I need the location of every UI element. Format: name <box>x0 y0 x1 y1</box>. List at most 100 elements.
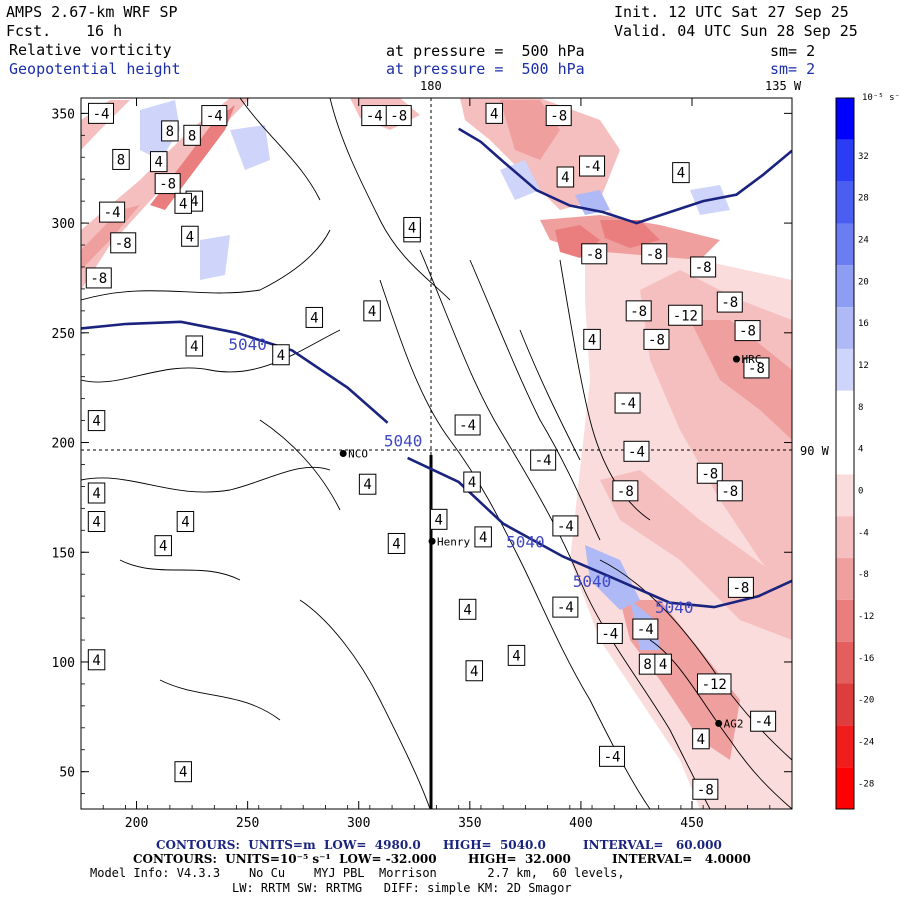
vorticity-label: -4 <box>750 710 777 732</box>
footer-height-high: HIGH= 5040.0 <box>443 838 546 852</box>
vorticity-label-box <box>641 243 668 265</box>
vorticity-label-box <box>305 306 324 328</box>
vorticity-label-text: 4 <box>490 106 498 122</box>
vorticity-label-box <box>643 328 670 350</box>
vorticity-label-text: -4 <box>755 714 772 730</box>
y-tick-label: 100 <box>52 656 75 671</box>
vorticity-label: -4 <box>614 392 641 414</box>
vorticity-label-box <box>734 320 761 342</box>
vorticity-label-box <box>727 576 754 598</box>
vorticity-label-text: 4 <box>190 194 198 210</box>
colorbar-swatch <box>836 641 854 684</box>
vorticity-label-box <box>530 449 557 471</box>
colorbar-tick-label: -28 <box>858 779 874 789</box>
vorticity-label-box <box>176 511 195 533</box>
vorticity-label-text: 4 <box>435 512 443 528</box>
vorticity-label-text: -4 <box>584 159 601 175</box>
vorticity-label-box <box>552 596 579 618</box>
colorbar-swatch <box>836 223 854 266</box>
vorticity-label: -8 <box>625 300 652 322</box>
vorticity-label: -8 <box>734 320 761 342</box>
vorticity-label-text: 4 <box>697 732 705 748</box>
vorticity-label-text: 4 <box>92 515 100 531</box>
vorticity-label: -4 <box>87 102 114 124</box>
vorticity-label: 4 <box>672 162 690 184</box>
vorticity-label: 4 <box>272 344 290 366</box>
vorticity-label-text: 4 <box>179 196 187 212</box>
vorticity-label-text: -4 <box>206 109 223 125</box>
colorbar-tick-label: -24 <box>858 737 874 747</box>
vorticity-smoothing: sm= 2 <box>770 42 816 60</box>
vorticity-label-text: 4 <box>677 166 685 182</box>
vorticity-label: -8 <box>641 243 668 265</box>
vorticity-label-box <box>112 148 130 170</box>
vorticity-label-box <box>692 778 719 800</box>
vorticity-contours <box>81 98 792 809</box>
vorticity-label-box <box>485 102 504 124</box>
colorbar-swatch <box>836 683 854 726</box>
footer-vorticity-high: HIGH= 32.000 <box>468 852 571 866</box>
y-tick-label: 50 <box>59 766 75 781</box>
vorticity-label: -8 <box>727 576 754 598</box>
vorticity-label: 4 <box>463 471 481 493</box>
forecast-label: Fcst. <box>6 22 52 40</box>
station-markers: NCO Henry HRC AG2 <box>339 353 761 730</box>
footer-model-info: Model Info: V4.3.3 No Cu MYJ PBL Morriso… <box>90 866 625 880</box>
geopotential-height-contours: 5040 5040 5040 5040 5040 <box>81 127 792 617</box>
vorticity-label: -8 <box>690 256 717 278</box>
vorticity-label: -12 <box>668 304 703 326</box>
vorticity-label-box <box>87 482 106 504</box>
colorbar-swatch <box>836 390 854 433</box>
vorticity-label-text: 4 <box>92 653 100 669</box>
height-contour-line <box>458 127 792 225</box>
height-contour-label: 5040 <box>655 598 694 617</box>
height-contour-line <box>407 456 792 609</box>
station-dot <box>715 719 723 727</box>
vorticity-label-box <box>272 344 290 366</box>
vorticity-label-box <box>387 532 406 554</box>
vorticity-label-box <box>403 216 421 238</box>
longitude-label-180: 180 <box>420 79 442 93</box>
station-name: NCO <box>348 448 368 461</box>
vorticity-label-box <box>623 440 650 462</box>
colorbar-swatch <box>836 474 854 517</box>
vorticity-label-text: 4 <box>159 539 167 555</box>
station-dot <box>428 537 436 545</box>
vorticity-label: -8 <box>545 105 572 127</box>
vorticity-label: -8 <box>716 480 743 502</box>
vorticity-label-text: 4 <box>479 530 487 546</box>
vorticity-label-box <box>596 622 623 644</box>
field-name-height: Geopotential height <box>9 60 181 78</box>
vorticity-label-box <box>183 124 201 146</box>
colorbar-tick-label: -12 <box>858 612 874 622</box>
vorticity-label-text: -8 <box>721 295 738 311</box>
station-name: AG2 <box>724 717 744 730</box>
vorticity-label: 4 <box>474 526 492 548</box>
colorbar-tick-label: 28 <box>858 194 869 204</box>
vorticity-label-text: 4 <box>512 648 520 664</box>
colorbar-swatch <box>836 265 854 308</box>
vorticity-label: 4 <box>174 192 192 214</box>
vorticity-label-text: -8 <box>390 109 407 125</box>
vorticity-label: 4 <box>692 728 710 750</box>
height-pressure: at pressure = 500 hPa <box>386 60 585 78</box>
colorbar-tick-label: 24 <box>858 236 869 246</box>
footer-height-interval: INTERVAL= 60.000 <box>583 838 722 852</box>
vorticity-label-text: -4 <box>557 519 574 535</box>
vorticity-label: -12 <box>696 673 732 695</box>
vorticity-label-box <box>552 515 579 537</box>
vorticity-label: -8 <box>385 105 412 127</box>
vorticity-label: 4 <box>429 508 448 530</box>
vorticity-label: -4 <box>530 449 557 471</box>
vorticity-label-box <box>385 105 412 127</box>
vorticity-label-box <box>614 392 641 414</box>
field-name-vorticity: Relative vorticity <box>9 41 172 59</box>
x-tick-label: 300 <box>347 816 370 831</box>
vorticity-label: -4 <box>99 201 126 223</box>
vorticity-label: 8 <box>112 148 130 170</box>
vorticity-label-text: -4 <box>557 600 574 616</box>
vorticity-label-text: 4 <box>368 304 376 320</box>
vorticity-label-text: -8 <box>697 782 714 798</box>
vorticity-label: 4 <box>458 598 477 620</box>
vorticity-label-text: -8 <box>115 236 132 252</box>
